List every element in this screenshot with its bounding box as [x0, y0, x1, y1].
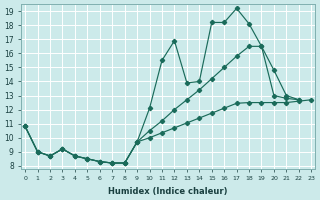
X-axis label: Humidex (Indice chaleur): Humidex (Indice chaleur) — [108, 187, 228, 196]
